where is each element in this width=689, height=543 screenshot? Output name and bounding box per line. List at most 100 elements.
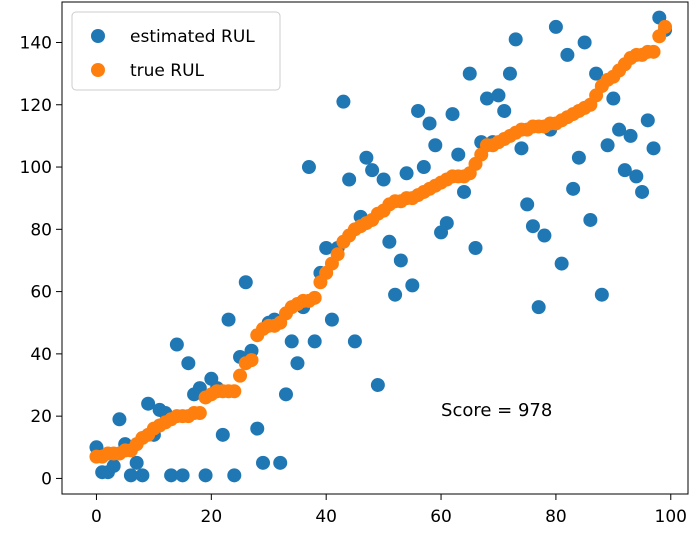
- estimated-rul-point: [508, 32, 523, 47]
- x-tick-label: 60: [430, 507, 452, 527]
- estimated-rul-point: [445, 107, 460, 122]
- estimated-rul-point: [520, 197, 535, 212]
- true-rul-point: [646, 44, 661, 59]
- estimated-rul-point: [141, 396, 156, 411]
- x-tick-label: 20: [201, 507, 223, 527]
- x-tick-label: 40: [315, 507, 337, 527]
- estimated-rul-point: [169, 337, 184, 352]
- estimated-rul-point: [256, 455, 271, 470]
- estimated-rul-point: [336, 94, 351, 109]
- y-tick-label: 20: [30, 407, 52, 427]
- true-rul-point: [307, 290, 322, 305]
- estimated-rul-point: [365, 163, 380, 178]
- true-rul-point: [192, 406, 207, 421]
- estimated-rul-point: [411, 103, 426, 118]
- estimated-rul-point: [439, 216, 454, 231]
- true-rul-point: [227, 384, 242, 399]
- estimated-rul-point: [370, 378, 385, 393]
- legend-frame: [71, 11, 281, 91]
- estimated-rul-point: [382, 234, 397, 249]
- annotation-layer: Score = 978: [441, 400, 552, 421]
- true-rul-series: [89, 19, 673, 464]
- estimated-rul-point: [560, 47, 575, 62]
- legend-label-estimated-rul: estimated RUL: [130, 27, 255, 47]
- x-tick-label: 0: [91, 507, 102, 527]
- legend-label-true-rul: true RUL: [130, 61, 205, 81]
- estimated-rul-point: [468, 241, 483, 255]
- estimated-rul-point: [548, 19, 563, 34]
- true-rul-point: [330, 247, 345, 262]
- score-annotation: Score = 978: [441, 400, 552, 421]
- estimated-rul-point: [416, 160, 431, 175]
- x-tick-label: 100: [655, 507, 687, 527]
- legend-marker-estimated-rul: [91, 29, 105, 43]
- estimated-rul-point: [612, 122, 627, 137]
- x-tick-label: 80: [545, 507, 567, 527]
- y-tick-label: 80: [30, 220, 52, 240]
- estimated-rul-point: [566, 181, 581, 196]
- estimated-rul-point: [324, 312, 339, 327]
- estimated-rul-point: [451, 147, 466, 162]
- estimated-rul-point: [502, 66, 517, 81]
- estimated-rul-point: [198, 468, 213, 483]
- estimated-rul-point: [606, 91, 621, 106]
- estimated-rul-point: [629, 169, 644, 184]
- legend: estimated RUL true RUL: [71, 11, 281, 91]
- estimated-rul-point: [227, 468, 242, 483]
- estimated-rul-point: [129, 455, 144, 470]
- estimated-rul-point: [359, 150, 374, 165]
- estimated-rul-point: [123, 468, 138, 483]
- estimated-rul-series: [89, 10, 673, 483]
- estimated-rul-point: [307, 334, 322, 349]
- estimated-rul-point: [600, 138, 615, 153]
- estimated-rul-point: [399, 166, 414, 181]
- estimated-rul-point: [635, 184, 650, 199]
- estimated-rul-point: [175, 468, 190, 483]
- estimated-rul-point: [589, 66, 604, 81]
- estimated-rul-point: [497, 103, 512, 118]
- y-tick-label: 100: [20, 158, 52, 178]
- estimated-rul-point: [462, 66, 477, 81]
- estimated-rul-point: [479, 91, 494, 106]
- estimated-rul-point: [537, 228, 552, 243]
- true-rul-point: [233, 368, 248, 383]
- y-tick-label: 0: [41, 469, 52, 489]
- estimated-rul-point: [106, 458, 121, 473]
- estimated-rul-point: [388, 287, 403, 302]
- estimated-rul-point: [554, 256, 569, 271]
- estimated-rul-point: [428, 138, 443, 153]
- estimated-rul-point: [301, 160, 316, 175]
- estimated-rul-point: [531, 300, 546, 315]
- estimated-rul-point: [525, 219, 540, 234]
- estimated-rul-point: [594, 287, 609, 302]
- estimated-rul-point: [623, 128, 638, 143]
- y-tick-label: 120: [20, 96, 52, 116]
- estimated-rul-point: [422, 116, 437, 131]
- estimated-rul-point: [457, 184, 472, 199]
- estimated-rul-point: [112, 412, 127, 427]
- estimated-rul-point: [646, 141, 661, 156]
- y-tick-label: 40: [30, 345, 52, 365]
- true-rul-point: [244, 353, 259, 368]
- estimated-rul-point: [342, 172, 357, 187]
- estimated-rul-point: [640, 113, 655, 128]
- estimated-rul-point: [278, 387, 293, 402]
- true-rul-point: [658, 19, 673, 34]
- estimated-rul-point: [376, 172, 391, 187]
- estimated-rul-point: [514, 141, 529, 156]
- estimated-rul-point: [181, 356, 196, 371]
- estimated-rul-point: [215, 427, 230, 442]
- estimated-rul-point: [571, 150, 586, 165]
- estimated-rul-point: [319, 241, 334, 255]
- y-tick-label: 140: [20, 33, 52, 53]
- estimated-rul-point: [250, 421, 265, 436]
- estimated-rul-point: [617, 163, 632, 178]
- estimated-rul-point: [164, 468, 179, 483]
- estimated-rul-point: [290, 356, 305, 371]
- estimated-rul-point: [238, 275, 253, 290]
- estimated-rul-point: [273, 455, 288, 470]
- estimated-rul-point: [393, 253, 408, 268]
- estimated-rul-point: [583, 212, 598, 227]
- estimated-rul-point: [221, 312, 236, 327]
